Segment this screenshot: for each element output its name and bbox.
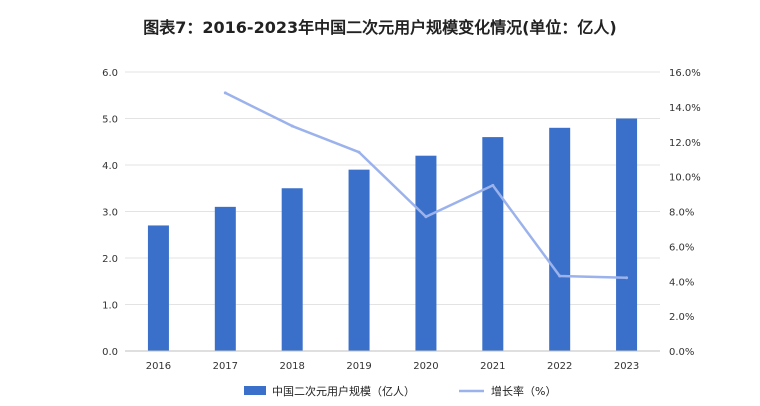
bar <box>616 118 638 351</box>
legend: 中国二次元用户规模（亿人） 增长率（%） <box>244 384 556 398</box>
x-tick-label: 2021 <box>480 361 505 372</box>
grid-lines <box>125 71 660 352</box>
y-left-tick-label: 3.0 <box>102 208 118 219</box>
growth-rate-point <box>357 150 361 154</box>
bar <box>147 225 169 351</box>
bar <box>214 206 236 351</box>
y-left-tick-label: 5.0 <box>102 115 118 126</box>
legend-swatch-bar <box>244 386 266 395</box>
y-right-tick-label: 4.0% <box>669 277 694 288</box>
chart-title: 图表7：2016-2023年中国二次元用户规模变化情况(单位：亿人) <box>143 18 617 37</box>
y-right-tick-label: 8.0% <box>669 208 694 219</box>
y-left-tick-label: 4.0 <box>102 161 118 172</box>
bar <box>549 127 571 351</box>
y-right-tick-label: 6.0% <box>669 242 694 253</box>
growth-rate-point <box>424 215 428 219</box>
y-right-tick-label: 0.0% <box>669 347 694 358</box>
axes: 0.0 1.0 2.0 3.0 4.0 5.0 6.0 0.0% 2.0% 4.0% 6.0% 8.0… <box>102 68 701 372</box>
y-right-tick-label: 10.0% <box>669 173 701 184</box>
bar <box>482 137 504 351</box>
growth-rate-point <box>625 276 629 280</box>
growth-rate-point <box>223 91 227 95</box>
bar <box>348 169 370 351</box>
y-right-tick-label: 12.0% <box>669 138 701 149</box>
bar-series <box>147 118 638 351</box>
legend-label-bar: 中国二次元用户规模（亿人） <box>272 384 415 398</box>
x-tick-label: 2017 <box>213 361 238 372</box>
x-tick-label: 2020 <box>413 361 438 372</box>
growth-rate-point <box>290 124 294 128</box>
x-tick-label: 2019 <box>346 361 371 372</box>
line-series <box>223 91 629 280</box>
x-tick-label: 2016 <box>146 361 171 372</box>
y-left-tick-label: 2.0 <box>102 254 118 265</box>
y-right-tick-label: 2.0% <box>669 312 694 323</box>
y-left-tick-label: 6.0 <box>102 68 118 79</box>
y-right-tick-label: 16.0% <box>669 68 701 79</box>
x-tick-label: 2023 <box>614 361 639 372</box>
legend-label-line: 增长率（%） <box>491 384 556 398</box>
bar <box>281 188 303 351</box>
bar <box>415 155 437 351</box>
x-tick-label: 2018 <box>279 361 304 372</box>
growth-rate-point <box>491 183 495 187</box>
x-tick-label: 2022 <box>547 361 572 372</box>
growth-rate-point <box>558 274 562 278</box>
y-left-tick-label: 1.0 <box>102 301 118 312</box>
y-left-tick-label: 0.0 <box>102 347 118 358</box>
y-right-tick-label: 14.0% <box>669 103 701 114</box>
